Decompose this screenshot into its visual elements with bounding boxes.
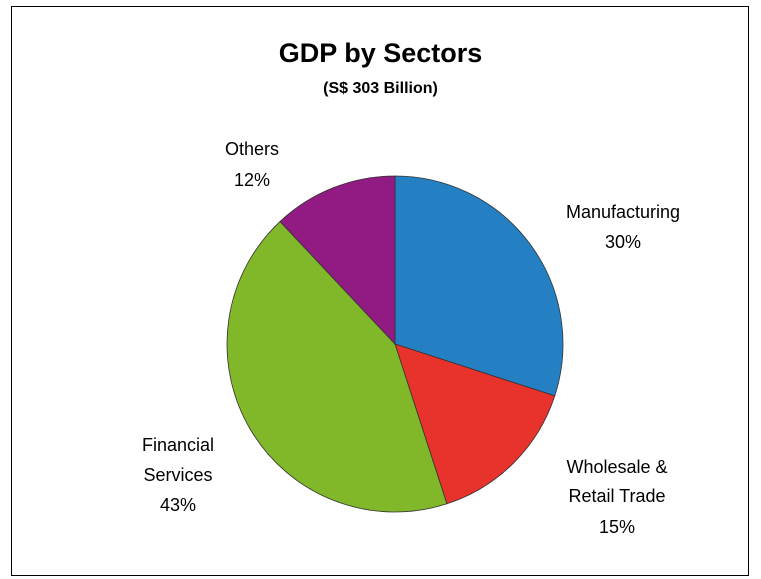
label-others: Others bbox=[225, 139, 279, 159]
pie-slice-manufacturing bbox=[394, 175, 564, 397]
label-manufacturing: Manufacturing bbox=[566, 202, 680, 222]
pie-slice-wholesale-retail-trade bbox=[394, 343, 556, 505]
label-others-value: 12% bbox=[234, 170, 270, 190]
pie-slice-others bbox=[279, 175, 396, 346]
label-financial-line2: Services bbox=[143, 465, 212, 485]
chart-title: GDP by Sectors bbox=[278, 38, 483, 68]
label-wholesale-line1: Wholesale & bbox=[566, 457, 667, 477]
label-financial-line1: Financial bbox=[142, 435, 214, 455]
pie-slice-financial-services bbox=[226, 220, 448, 513]
label-manufacturing-value: 30% bbox=[605, 232, 641, 252]
label-financial-value: 43% bbox=[160, 495, 196, 515]
label-wholesale-value: 15% bbox=[599, 517, 635, 537]
label-wholesale-line2: Retail Trade bbox=[568, 486, 665, 506]
label-manufacturing-name: Manufacturing bbox=[566, 202, 680, 222]
chart-subtitle: (S$ 303 Billion) bbox=[323, 80, 438, 97]
